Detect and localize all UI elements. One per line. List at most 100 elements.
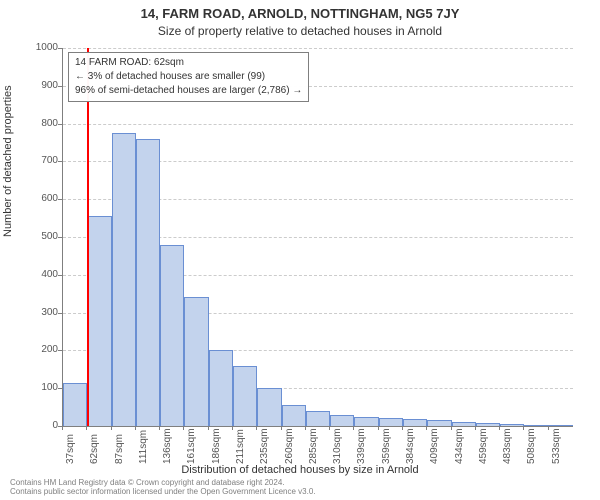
- histogram-bar: [209, 350, 233, 426]
- x-tick-mark: [135, 426, 136, 430]
- x-tick-label: 136sqm: [162, 428, 173, 464]
- histogram-bar: [379, 418, 403, 426]
- x-axis-label: Distribution of detached houses by size …: [0, 464, 600, 476]
- x-tick-label: 359sqm: [381, 428, 392, 464]
- x-tick-label: 483sqm: [502, 428, 513, 464]
- y-tick-mark: [58, 350, 62, 351]
- x-tick-mark: [256, 426, 257, 430]
- x-tick-label: 409sqm: [429, 428, 440, 464]
- x-tick-label: 62sqm: [89, 434, 100, 464]
- subject-marker-line: [87, 48, 89, 426]
- y-tick-mark: [58, 275, 62, 276]
- histogram-bar: [184, 297, 208, 426]
- y-gridline: [63, 48, 573, 49]
- histogram-bar: [354, 417, 378, 426]
- y-tick-mark: [58, 48, 62, 49]
- x-tick-label: 87sqm: [114, 434, 125, 464]
- x-tick-label: 235sqm: [259, 428, 270, 464]
- x-tick-mark: [475, 426, 476, 430]
- info-box-line: ← 3% of detached houses are smaller (99): [75, 70, 302, 84]
- x-tick-mark: [62, 426, 63, 430]
- x-tick-mark: [426, 426, 427, 430]
- x-tick-label: 533sqm: [551, 428, 562, 464]
- x-tick-mark: [329, 426, 330, 430]
- y-tick-mark: [58, 199, 62, 200]
- y-tick-label: 600: [16, 193, 58, 204]
- x-tick-mark: [451, 426, 452, 430]
- histogram-chart: 14, FARM ROAD, ARNOLD, NOTTINGHAM, NG5 7…: [0, 0, 600, 500]
- x-tick-label: 310sqm: [332, 428, 343, 464]
- histogram-bar: [136, 139, 160, 426]
- x-tick-mark: [86, 426, 87, 430]
- x-tick-mark: [232, 426, 233, 430]
- histogram-bar: [63, 383, 87, 426]
- y-tick-label: 1000: [16, 42, 58, 53]
- x-tick-label: 111sqm: [138, 430, 149, 464]
- x-tick-mark: [353, 426, 354, 430]
- attribution-line: Contains HM Land Registry data © Crown c…: [10, 478, 590, 488]
- x-tick-label: 459sqm: [478, 428, 489, 464]
- y-tick-label: 200: [16, 344, 58, 355]
- x-tick-mark: [523, 426, 524, 430]
- histogram-bar: [403, 419, 427, 426]
- y-tick-mark: [58, 86, 62, 87]
- y-tick-label: 500: [16, 231, 58, 242]
- x-tick-mark: [159, 426, 160, 430]
- y-tick-mark: [58, 313, 62, 314]
- x-tick-label: 339sqm: [356, 428, 367, 464]
- histogram-bar: [452, 422, 476, 426]
- x-tick-mark: [208, 426, 209, 430]
- histogram-bar: [476, 423, 500, 426]
- y-tick-label: 300: [16, 307, 58, 318]
- y-tick-label: 0: [16, 420, 58, 431]
- y-tick-label: 400: [16, 269, 58, 280]
- x-tick-label: 508sqm: [526, 428, 537, 464]
- histogram-bar: [160, 245, 184, 426]
- histogram-bar: [306, 411, 330, 426]
- x-tick-mark: [111, 426, 112, 430]
- x-tick-label: 211sqm: [235, 429, 246, 464]
- histogram-bar: [427, 420, 451, 426]
- histogram-bar: [87, 216, 111, 426]
- chart-title: 14, FARM ROAD, ARNOLD, NOTTINGHAM, NG5 7…: [0, 6, 600, 21]
- attribution-line: Contains public sector information licen…: [10, 487, 590, 497]
- histogram-bar: [257, 388, 281, 426]
- histogram-bar: [282, 405, 306, 426]
- y-tick-mark: [58, 237, 62, 238]
- y-tick-label: 800: [16, 118, 58, 129]
- histogram-bar: [330, 415, 354, 426]
- x-tick-label: 434sqm: [454, 428, 465, 464]
- x-tick-mark: [548, 426, 549, 430]
- plot-area: [62, 48, 573, 427]
- x-tick-mark: [281, 426, 282, 430]
- x-tick-mark: [378, 426, 379, 430]
- y-gridline: [63, 124, 573, 125]
- x-tick-label: 186sqm: [211, 428, 222, 464]
- histogram-bar: [549, 425, 573, 426]
- info-box-line: 14 FARM ROAD: 62sqm: [75, 56, 302, 70]
- chart-subtitle: Size of property relative to detached ho…: [0, 24, 600, 38]
- x-tick-mark: [402, 426, 403, 430]
- x-tick-mark: [183, 426, 184, 430]
- x-tick-mark: [499, 426, 500, 430]
- y-tick-label: 700: [16, 155, 58, 166]
- x-tick-label: 384sqm: [405, 428, 416, 464]
- x-tick-mark: [305, 426, 306, 430]
- x-tick-label: 260sqm: [284, 428, 295, 464]
- info-box-line: 96% of semi-detached houses are larger (…: [75, 84, 302, 98]
- y-tick-mark: [58, 124, 62, 125]
- histogram-bar: [233, 366, 257, 426]
- y-tick-label: 900: [16, 80, 58, 91]
- info-box: 14 FARM ROAD: 62sqm ← 3% of detached hou…: [68, 52, 309, 102]
- y-tick-label: 100: [16, 382, 58, 393]
- y-tick-mark: [58, 161, 62, 162]
- y-axis-label: Number of detached properties: [2, 85, 14, 237]
- x-tick-label: 285sqm: [308, 428, 319, 464]
- histogram-bar: [524, 425, 548, 427]
- histogram-bar: [112, 133, 136, 426]
- x-tick-label: 37sqm: [65, 434, 76, 464]
- x-tick-label: 161sqm: [186, 428, 197, 464]
- y-tick-mark: [58, 388, 62, 389]
- attribution: Contains HM Land Registry data © Crown c…: [10, 478, 590, 497]
- histogram-bar: [500, 424, 524, 426]
